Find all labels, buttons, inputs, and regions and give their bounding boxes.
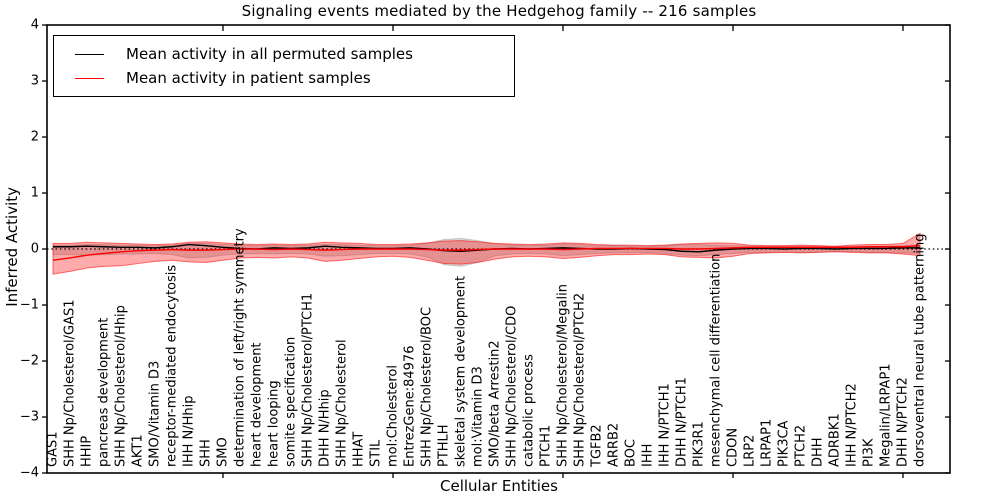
x-category-label: catabolic process [522, 354, 537, 467]
x-category-label: PIK3R1 [692, 421, 707, 467]
x-category-label: ADRBK1 [828, 413, 843, 467]
x-category-label: LRPAP1 [760, 419, 775, 467]
x-category-label: SMO [216, 437, 231, 467]
x-category-label: pancreas development [97, 318, 112, 467]
patient-range-band [52, 232, 921, 275]
x-category-label: receptor-mediated endocytosis [165, 265, 180, 467]
x-category-label: LRP2 [743, 435, 758, 467]
y-tick-label: 0 [31, 242, 39, 257]
x-category-label: SHH Np/Cholesterol/Megalin [556, 284, 571, 467]
x-category-label: Megalin/LRPAP1 [879, 363, 894, 467]
x-category-label: TGFB2 [590, 424, 605, 468]
legend-item-patient: Mean activity in patient samples [54, 69, 514, 87]
x-category-label: PTCH1 [539, 425, 554, 467]
x-category-label: dorsoventral neural tube patterning [913, 234, 928, 467]
legend-label-patient: Mean activity in patient samples [126, 69, 371, 87]
x-category-label: PTHLH [437, 424, 452, 467]
y-tick-label: 1 [31, 186, 39, 201]
x-category-label: EntrezGene:84976 [403, 346, 418, 467]
x-category-label: HHAT [352, 432, 367, 467]
x-category-label: DHH N/PTCH2 [896, 377, 911, 467]
y-tick-label: −3 [20, 410, 39, 425]
x-category-label: HHIP [80, 436, 95, 467]
x-category-label: SHH Np/Cholesterol/Hhip [114, 305, 129, 467]
x-category-label: IHH N/PTCH2 [845, 383, 860, 467]
x-category-label: BOC [624, 439, 639, 467]
y-axis-title: Inferred Activity [3, 187, 21, 307]
x-category-label: SHH Np/Cholesterol [335, 339, 350, 467]
x-category-label: CDON [726, 428, 741, 467]
x-category-label: SHH Np/Cholesterol/GAS1 [63, 299, 78, 467]
legend-label-permuted: Mean activity in all permuted samples [126, 45, 413, 63]
x-category-label: IHH N/Hhip [182, 396, 197, 468]
y-tick-label: −2 [20, 354, 39, 369]
x-category-label: STIL [369, 439, 384, 467]
patient-mean-line [52, 244, 921, 261]
x-category-label: determination of left/right symmetry [233, 228, 248, 467]
legend-line-patient-icon [75, 77, 104, 79]
x-category-label: PI3K [862, 438, 877, 467]
x-category-label: somite specification [284, 337, 299, 467]
x-category-label: ARRB2 [607, 423, 622, 467]
legend-line-permuted-icon [75, 53, 104, 55]
x-category-label: SMO/Vitamin D3 [148, 361, 163, 467]
x-category-label: mol:Cholesterol [386, 365, 401, 467]
x-axis-title: Cellular Entities [440, 477, 558, 495]
y-tick-label: −1 [20, 298, 39, 313]
x-category-label: SMO/beta Arrestin2 [488, 340, 503, 467]
x-category-label: SHH [199, 439, 214, 467]
x-category-label: IHH N/PTCH1 [658, 383, 673, 467]
x-category-label: heart development [250, 342, 265, 467]
legend-item-permuted: Mean activity in all permuted samples [54, 45, 514, 63]
x-category-label: IHH [641, 444, 656, 467]
chart-title: Signaling events mediated by the Hedgeho… [241, 2, 757, 20]
x-category-label: skeletal system development [454, 276, 469, 467]
x-category-label: SHH Np/Cholesterol/PTCH2 [573, 293, 588, 467]
legend: Mean activity in all permuted samples Me… [53, 35, 515, 97]
x-category-label: heart looping [267, 380, 282, 467]
x-category-label: GAS1 [46, 432, 61, 468]
y-tick-label: 3 [31, 74, 39, 89]
y-tick-label: −4 [20, 466, 39, 481]
y-tick-label: 2 [31, 130, 39, 145]
x-category-label: AKT1 [131, 434, 146, 467]
x-category-label: DHH [811, 437, 826, 467]
x-category-label: SHH Np/Cholesterol/CDO [505, 306, 520, 467]
x-category-label: mol:Vitamin D3 [471, 366, 486, 467]
x-category-label: DHH N/PTCH1 [675, 377, 690, 467]
x-category-label: SHH Np/Cholesterol/BOC [420, 307, 435, 467]
x-category-label: PIK3CA [777, 420, 792, 467]
x-category-label: SHH Np/Cholesterol/PTCH1 [301, 293, 316, 467]
x-category-label: mesenchymal cell differentiation [709, 254, 724, 467]
x-category-label: DHH N/Hhip [318, 389, 333, 467]
x-category-label: PTCH2 [794, 425, 809, 467]
y-tick-label: 4 [31, 18, 39, 33]
